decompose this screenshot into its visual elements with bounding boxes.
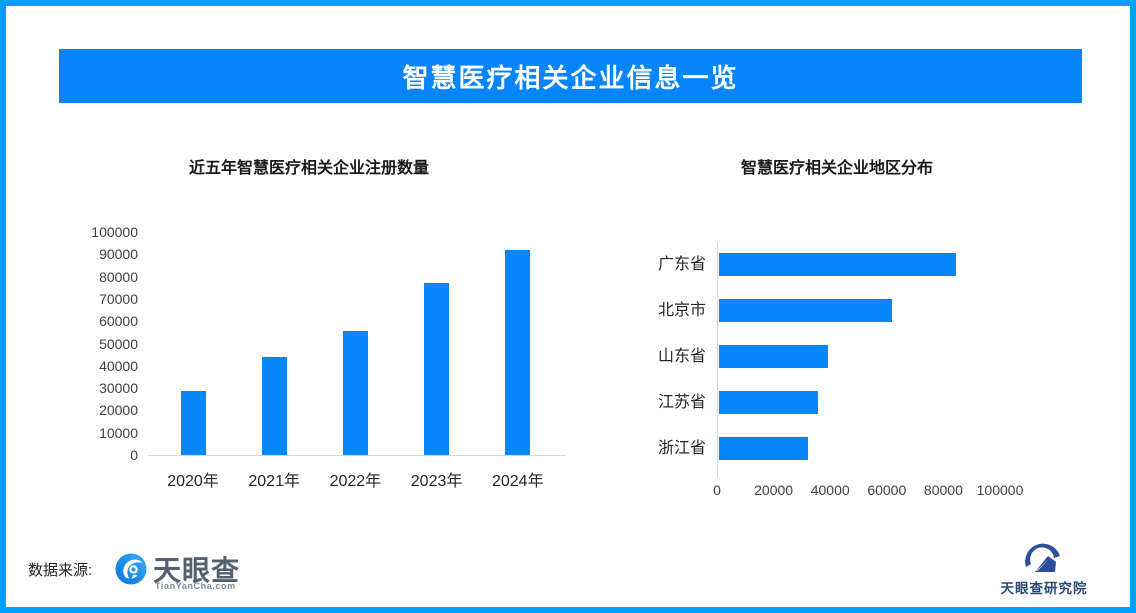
bar-2020年 [180, 391, 206, 455]
y-axis-tick-90000: 90000 [99, 246, 138, 263]
x-axis-label-2020年: 2020年 [167, 473, 219, 490]
distribution-chart-title: 智慧医疗相关企业地区分布 [740, 160, 933, 177]
bar-2024年 [505, 249, 531, 455]
tianyancha-domain-text: TianYanCha.com [155, 581, 236, 591]
bar-广东省 [719, 253, 956, 276]
y-axis-tick-50000: 50000 [99, 335, 138, 352]
x-axis-tick-20000: 20000 [754, 482, 794, 498]
y-axis-tick-10000: 10000 [99, 424, 138, 441]
page-title: 智慧医疗相关企业信息一览 [402, 62, 739, 93]
x-axis-tick-80000: 80000 [923, 482, 963, 498]
bar-北京市 [719, 299, 892, 322]
x-axis-label-2023年: 2023年 [410, 473, 463, 490]
y-axis-tick-0: 0 [130, 447, 138, 463]
research-institute-text: 天眼查研究院 [1000, 581, 1088, 596]
bar-浙江省 [719, 437, 808, 460]
bar-2022年 [342, 331, 368, 455]
category-label-山东省: 山东省 [657, 347, 706, 365]
x-axis-tick-40000: 40000 [810, 482, 850, 498]
registration-chart-title: 近五年智慧医疗相关企业注册数量 [188, 160, 429, 177]
y-axis-tick-80000: 80000 [99, 268, 138, 285]
bar-山东省 [719, 345, 828, 368]
category-label-浙江省: 浙江省 [657, 439, 706, 457]
x-axis-tick-60000: 60000 [867, 482, 907, 498]
category-label-江苏省: 江苏省 [657, 393, 706, 411]
y-axis-tick-40000: 40000 [99, 357, 138, 374]
y-axis-tick-70000: 70000 [99, 290, 138, 307]
y-axis-tick-20000: 20000 [99, 402, 138, 419]
tianyancha-logo-text: 天眼查 [153, 555, 241, 586]
x-axis-label-2024年: 2024年 [491, 473, 544, 490]
category-label-广东省: 广东省 [657, 255, 706, 273]
bar-江苏省 [719, 391, 819, 414]
y-axis-tick-60000: 60000 [99, 313, 138, 330]
category-label-北京市: 北京市 [657, 301, 706, 319]
bar-2023年 [424, 283, 450, 455]
y-axis-tick-30000: 30000 [99, 380, 138, 397]
x-axis-tick-0: 0 [713, 482, 721, 498]
x-axis-label-2022年: 2022年 [329, 473, 382, 490]
registration-chart-plot [148, 232, 566, 456]
tianyancha-eye-swirl-icon [115, 553, 147, 590]
title-banner: 智慧医疗相关企业信息一览 [59, 49, 1082, 103]
tianyancha-research-mountain-icon [1021, 539, 1063, 582]
x-axis-label-2021年: 2021年 [248, 473, 300, 490]
x-axis-tick-100000: 100000 [976, 482, 1024, 498]
y-axis-tick-100000: 100000 [91, 224, 138, 240]
distribution-chart-plot [717, 242, 1002, 478]
bar-2021年 [261, 357, 287, 455]
data-source-label: 数据来源: [28, 562, 93, 579]
